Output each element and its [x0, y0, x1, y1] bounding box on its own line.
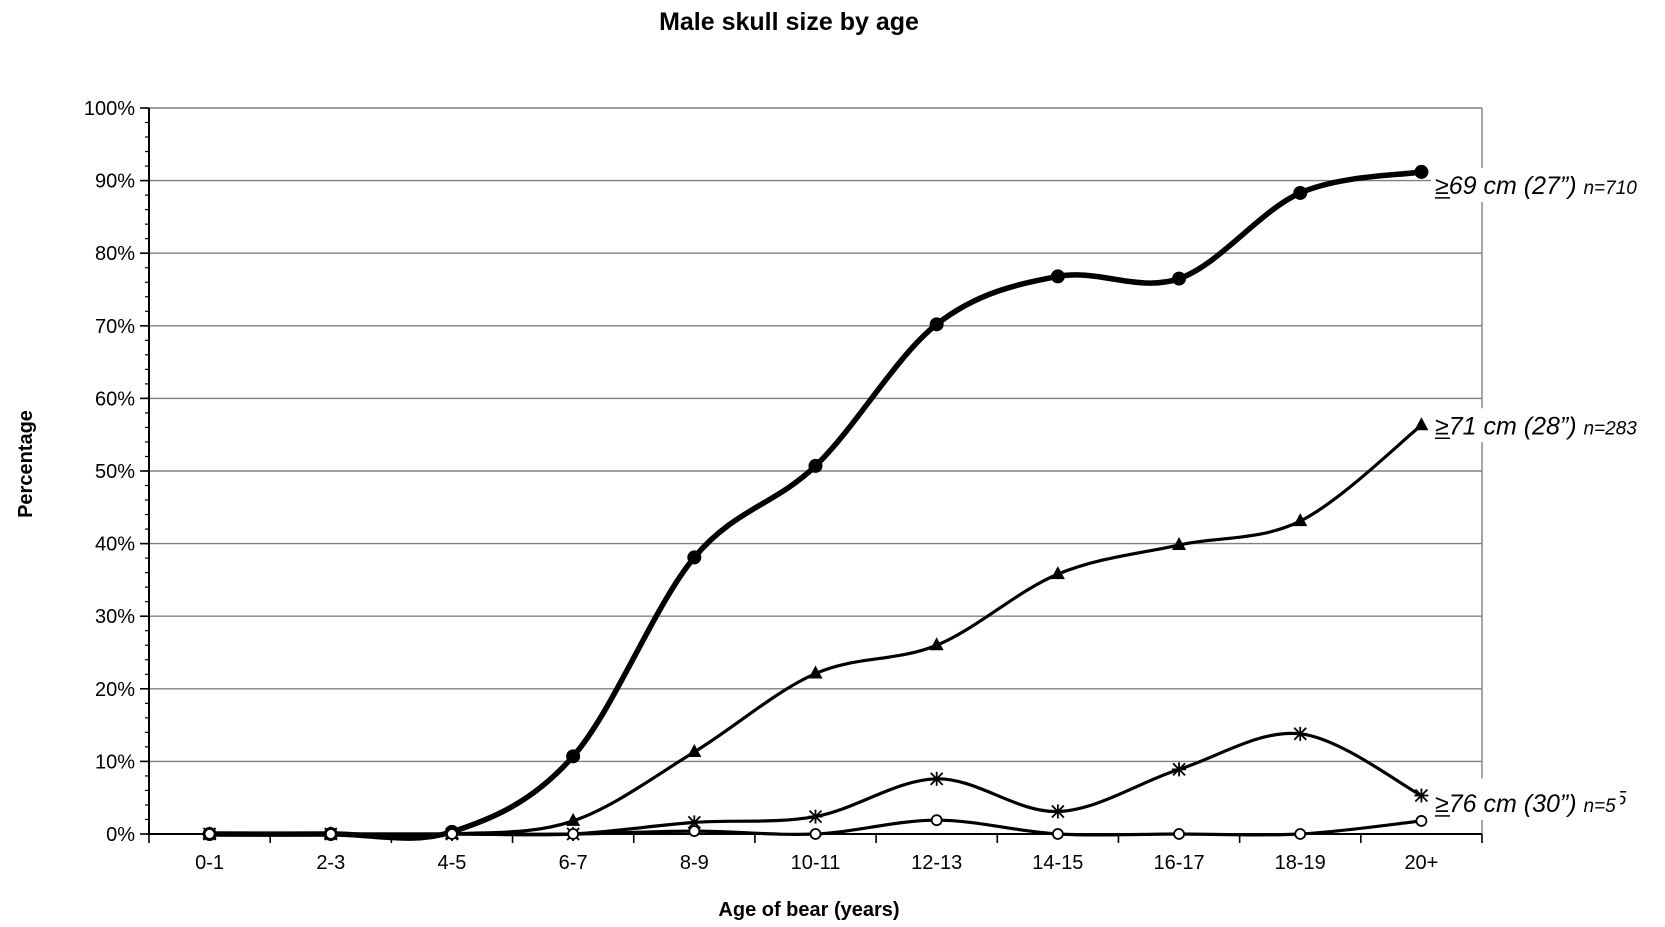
data-point [324, 828, 337, 840]
data-point [809, 828, 822, 840]
x-tick-label: 14-15 [1032, 852, 1083, 874]
data-point [1414, 417, 1429, 431]
series-n-label: n=5 [1583, 796, 1616, 817]
y-tick-label: 70% [95, 316, 135, 338]
data-point [1293, 513, 1308, 527]
y-tick-label: 60% [95, 388, 135, 410]
data-point [566, 812, 581, 826]
series-n-label: n=283 [1583, 418, 1637, 439]
data-point [1173, 828, 1185, 840]
data-point [1294, 828, 1307, 840]
x-tick-label: 12-13 [911, 852, 962, 874]
data-point [203, 828, 216, 840]
data-point [566, 749, 581, 764]
data-point [930, 814, 943, 827]
y-tick-label: 30% [95, 606, 135, 628]
data-point [1415, 815, 1428, 827]
data-point [929, 771, 944, 786]
x-tick-label: 20+ [1404, 852, 1438, 874]
data-point [567, 828, 580, 840]
x-tick-label: 0-1 [195, 852, 224, 874]
data-point [808, 665, 823, 679]
chart-title: Male skull size by age [659, 8, 919, 36]
series-label-bg [1431, 408, 1642, 443]
data-point [929, 637, 944, 651]
y-tick-label: 10% [95, 751, 135, 773]
x-axis-label: Age of bear (years) [718, 899, 899, 921]
y-tick-label: 50% [95, 461, 135, 483]
data-point [1051, 828, 1064, 840]
x-tick-label: 6-7 [559, 852, 588, 874]
data-point [1172, 537, 1187, 551]
data-point [1172, 762, 1187, 777]
series-name: ≥69 cm (27”) [1435, 172, 1583, 200]
data-point [1293, 726, 1308, 741]
x-tick-label: 18-19 [1275, 852, 1326, 874]
series-name: ≥71 cm (28”) [1435, 412, 1583, 440]
series-line [207, 423, 1424, 837]
series-n-label: n=710 [1583, 178, 1637, 199]
y-tick-label: 20% [95, 679, 135, 701]
series-label-bg [1431, 785, 1621, 820]
data-point [687, 550, 702, 565]
y-tick-labels: 0% 10% 20% 30% 40% 50% 60% 70% 80% 90% 100% [84, 98, 135, 846]
x-tick-label: 2-3 [316, 852, 345, 874]
data-point [1414, 164, 1429, 179]
y-tick-label: 100% [84, 98, 135, 120]
x-tick-labels: 0-1 2-3 4-5 6-7 8-9 10-11 12-13 14-15 16-17 18-19… [195, 852, 1438, 874]
x-tick-label: 8-9 [680, 852, 709, 874]
series-label: ≥76 cm (30”) n=5 [1435, 790, 1616, 818]
x-tick-label: 10-11 [791, 852, 841, 874]
series-label: ≥69 cm (27”) n=710 [1435, 172, 1637, 200]
y-tick-label: 40% [95, 534, 135, 556]
x-tick-label: 4-5 [438, 852, 467, 874]
series-name: ≥76 cm (30”) [1435, 790, 1583, 818]
data-point [1172, 271, 1187, 286]
series-labels: ≥69 cm (27”) n=710≥71 cm (28”) n=283≥74 … [1431, 167, 1642, 820]
data-point [808, 809, 823, 824]
y-axis-label: Percentage [15, 410, 37, 518]
series-label: ≥71 cm (28”) n=283 [1435, 412, 1637, 440]
y-tick-label: 80% [95, 243, 135, 265]
data-point [446, 828, 458, 840]
data-point [1050, 566, 1065, 580]
series-lines [206, 169, 1425, 841]
x-tick-label: 16-17 [1153, 852, 1204, 874]
data-point [1050, 804, 1065, 819]
data-point [929, 317, 944, 332]
series-markers [202, 164, 1429, 841]
y-tick-label: 90% [95, 171, 135, 193]
series-line [206, 169, 1425, 841]
data-point [688, 825, 701, 837]
data-point [1414, 788, 1429, 803]
y-tick-label: 0% [106, 824, 135, 846]
series-label-bg [1431, 167, 1642, 202]
data-point [687, 743, 702, 757]
data-point [1050, 269, 1065, 284]
data-point [808, 458, 823, 473]
data-point [1293, 185, 1308, 200]
